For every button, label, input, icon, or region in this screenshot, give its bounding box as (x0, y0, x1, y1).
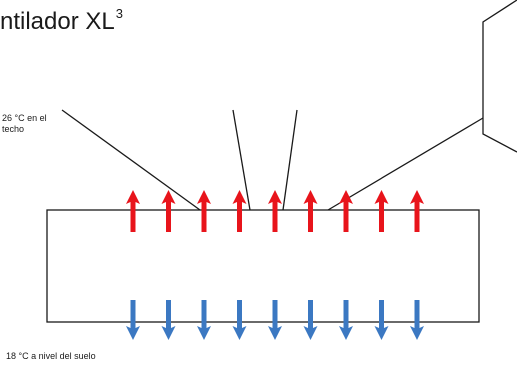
warm-air-arrows (126, 190, 424, 232)
cool-air-down-arrow-icon (410, 300, 424, 340)
airflow-line-center-right (282, 109, 298, 211)
warm-air-up-arrow-icon (303, 190, 318, 232)
cool-air-down-arrow-icon (126, 300, 140, 340)
warm-air-up-arrow-icon (126, 190, 140, 232)
airflow-line-right (327, 117, 484, 211)
cool-air-down-arrow-icon (268, 300, 282, 340)
cool-air-down-arrow-icon (232, 300, 247, 340)
cool-air-down-arrow-icon (197, 300, 211, 340)
warm-air-up-arrow-icon (374, 190, 389, 232)
fan-unit-outline (482, 0, 517, 153)
warm-air-up-arrow-icon (410, 190, 424, 232)
airflow-line-center-left (232, 109, 251, 211)
cool-air-down-arrow-icon (161, 300, 176, 340)
warm-air-up-arrow-icon (232, 190, 247, 232)
title-text: ntilador XL (0, 8, 115, 35)
room-outline (46, 209, 480, 323)
cool-air-down-arrow-icon (339, 300, 353, 340)
cool-air-down-arrow-icon (374, 300, 389, 340)
title-superscript: 3 (115, 6, 123, 21)
airflow-line-left (61, 109, 201, 211)
warm-air-up-arrow-icon (268, 190, 282, 232)
cool-air-down-arrow-icon (303, 300, 318, 340)
warm-air-up-arrow-icon (339, 190, 353, 232)
ceiling-temperature-label: 26 °C en el techo (2, 113, 47, 134)
cool-air-arrows (126, 300, 424, 340)
floor-temperature-label: 18 °C a nivel del suelo (6, 351, 96, 361)
warm-air-up-arrow-icon (197, 190, 211, 232)
warm-air-up-arrow-icon (161, 190, 176, 232)
diagram-title: ntilador XL3 (0, 6, 123, 39)
